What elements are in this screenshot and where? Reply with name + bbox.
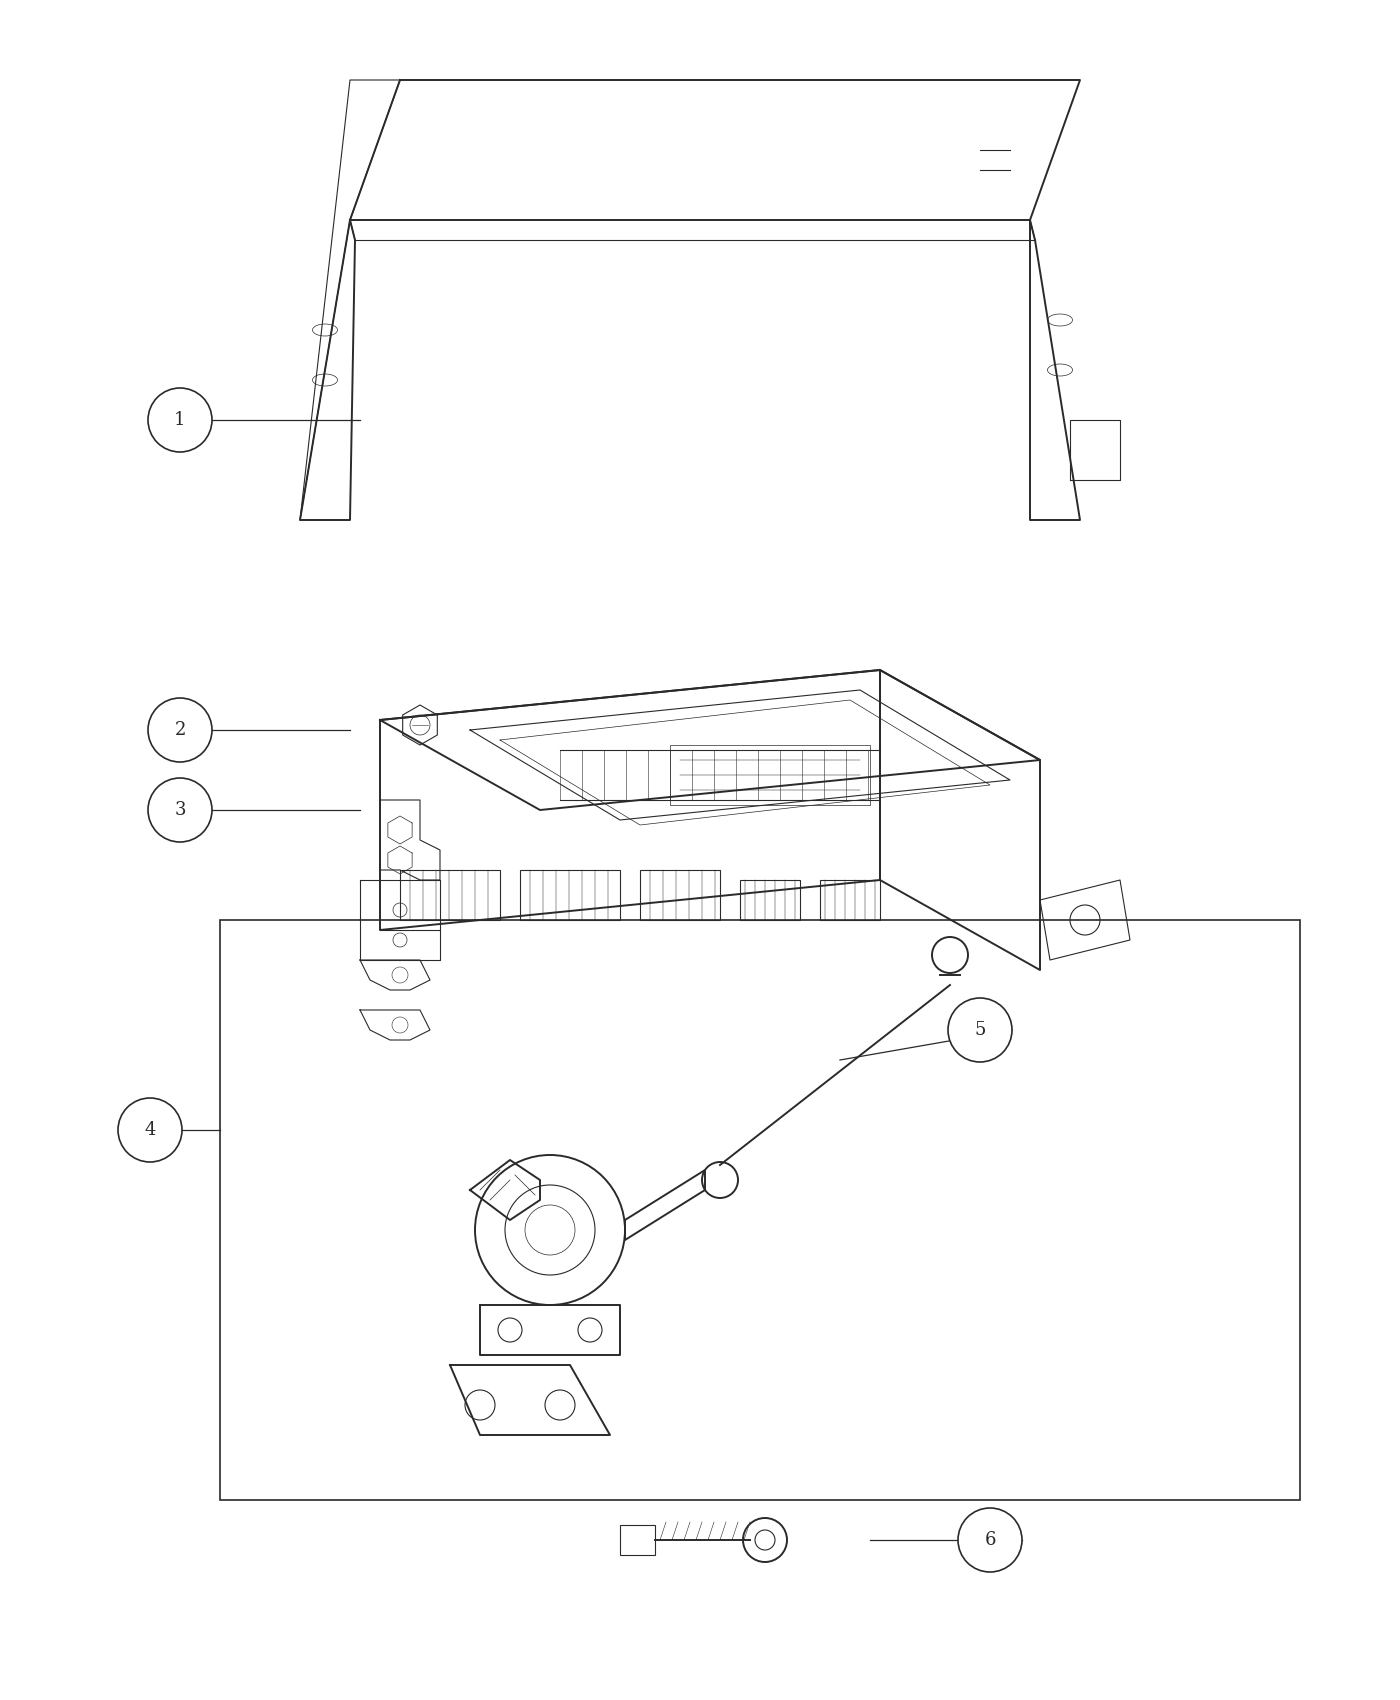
- Bar: [519, 870, 620, 920]
- Bar: [820, 881, 881, 920]
- Bar: [640, 870, 720, 920]
- Bar: [671, 745, 869, 806]
- Bar: [400, 870, 500, 920]
- Circle shape: [118, 1098, 182, 1163]
- Bar: [741, 881, 799, 920]
- Circle shape: [148, 699, 211, 762]
- Text: 2: 2: [175, 721, 186, 740]
- Bar: [620, 1525, 655, 1556]
- Circle shape: [148, 388, 211, 452]
- Circle shape: [958, 1508, 1022, 1573]
- Text: 1: 1: [174, 411, 186, 428]
- Text: 4: 4: [144, 1120, 155, 1139]
- Text: 6: 6: [984, 1532, 995, 1549]
- Circle shape: [948, 998, 1012, 1062]
- Text: 5: 5: [974, 1022, 986, 1039]
- Bar: [220, 920, 1301, 1499]
- Text: 3: 3: [174, 801, 186, 819]
- Circle shape: [148, 779, 211, 842]
